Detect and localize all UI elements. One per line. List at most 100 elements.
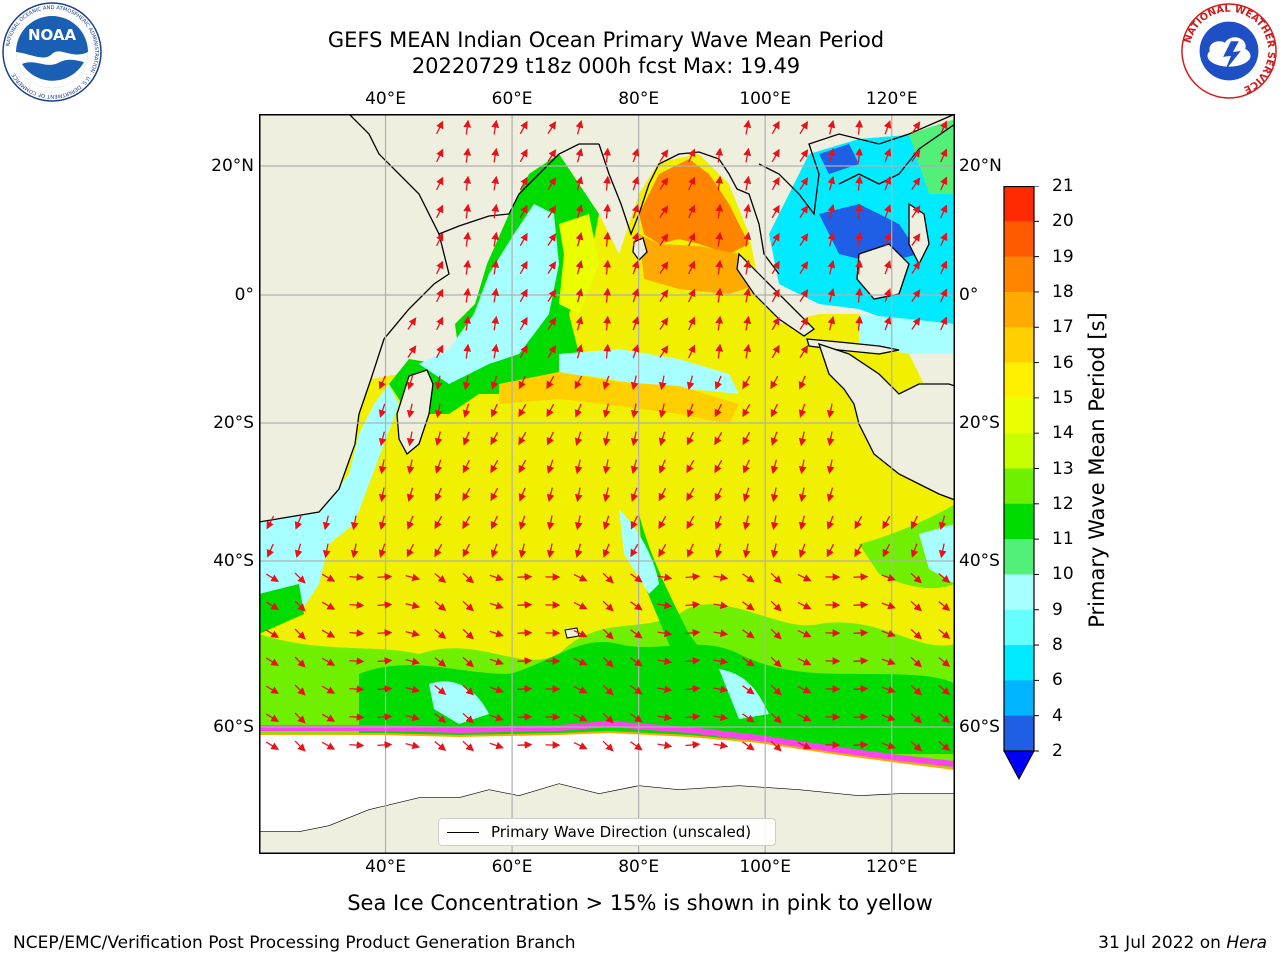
colorbar-tick-label: 20 (1052, 211, 1074, 232)
wave-arrow (266, 515, 275, 530)
wave-arrow (827, 287, 836, 303)
wave-arrow (436, 232, 444, 247)
wave-arrow (603, 343, 612, 359)
wave-arrow (573, 602, 588, 610)
wave-arrow (406, 375, 415, 391)
wave-arrow (321, 601, 336, 610)
colorbar-tick-label: 8 (1052, 635, 1063, 656)
wave-arrow (799, 233, 809, 246)
wave-arrow (685, 656, 701, 665)
wave-arrow (436, 316, 444, 331)
wave-arrow (434, 515, 443, 530)
wave-arrow (686, 487, 695, 502)
wave-arrow (715, 343, 724, 359)
wave-arrow (686, 403, 695, 418)
wave-arrow (602, 459, 611, 475)
colorbar-tick-label: 2 (1052, 741, 1063, 761)
wave-arrow (938, 741, 951, 751)
wave-arrow (853, 573, 869, 581)
wave-arrow (771, 316, 780, 331)
legend-line-sample (447, 832, 479, 833)
wave-arrow (686, 543, 694, 558)
wave-arrow (519, 204, 528, 219)
wave-arrow (602, 543, 610, 558)
wave-arrow (742, 403, 751, 418)
wave-arrow (882, 543, 891, 558)
lon-label-top: 80°E (618, 89, 660, 109)
wave-arrow (630, 741, 643, 751)
wave-arrow (491, 315, 500, 331)
wave-arrow (940, 232, 948, 247)
wave-arrow (321, 573, 336, 582)
wave-arrow (265, 685, 280, 694)
wave-arrow (685, 712, 701, 721)
wave-arrow (940, 176, 948, 191)
wave-arrow (603, 147, 612, 163)
wave-arrow (685, 628, 701, 637)
wave-arrow (770, 572, 782, 584)
wave-arrow (798, 459, 807, 475)
wave-arrow (940, 260, 948, 275)
wave-arrow (770, 515, 779, 531)
wave-arrow (378, 375, 386, 390)
madagascar (396, 369, 434, 456)
wave-arrow (797, 574, 812, 582)
wave-arrow (743, 343, 752, 359)
wave-arrow (688, 316, 696, 331)
wave-arrow (630, 459, 639, 475)
graticule (259, 114, 955, 854)
wave-arrow (602, 515, 611, 531)
wave-arrow (771, 260, 780, 275)
wave-arrow (770, 459, 779, 475)
wave-arrow (938, 713, 951, 723)
wave-arrow (771, 204, 780, 219)
wave-arrow (630, 431, 639, 447)
wave-arrow (406, 403, 415, 419)
lat-label-left: 40°S (213, 551, 254, 571)
wave-arrow (377, 628, 393, 637)
wave-arrow (517, 713, 533, 721)
wave-arrow (881, 601, 896, 610)
wave-arrow (657, 741, 673, 750)
wave-arrow (602, 487, 611, 503)
lat-label-right: 60°S (959, 717, 1000, 737)
footer-date: 31 Jul 2022 on Hera (1098, 932, 1267, 954)
wave-arrow (573, 658, 588, 666)
wave-arrow (715, 315, 724, 331)
wave-arrow (910, 740, 922, 752)
wave-arrow (517, 573, 533, 581)
wave-arrow (517, 685, 533, 693)
wave-arrow (742, 601, 755, 611)
wave-arrow (491, 287, 500, 303)
wave-arrow (575, 231, 584, 247)
wave-arrow (827, 203, 836, 219)
wave-arrow (798, 543, 807, 558)
wave-arrow (517, 629, 533, 637)
wave-arrow (688, 260, 696, 275)
wave-arrow (265, 713, 280, 722)
wave-arrow (826, 459, 835, 475)
wave-arrow (686, 459, 695, 474)
wave-arrow (378, 403, 387, 418)
wave-arrow (797, 686, 812, 694)
chart-title: GEFS MEAN Indian Ocean Primary Wave Mean… (327, 28, 885, 52)
lat-label-left: 0° (234, 285, 254, 305)
wave-arrow (659, 149, 669, 162)
wave-arrow (713, 741, 729, 750)
wave-arrow (519, 232, 528, 247)
wave-arrow (659, 261, 669, 274)
wave-arrow (491, 343, 500, 359)
wave-arrow (434, 403, 443, 419)
wave-arrow (714, 515, 723, 530)
colorbar-tick-label: 10 (1052, 564, 1074, 585)
wave-arrow (518, 515, 527, 531)
wave-arrow (659, 205, 669, 218)
wave-arrow (603, 203, 612, 219)
wave-arrow (602, 684, 614, 696)
wave-arrow (659, 233, 669, 246)
wave-arrow (940, 120, 948, 135)
wave-arrow (742, 657, 755, 667)
lat-label-right: 40°S (959, 551, 1000, 571)
wave-arrow (378, 543, 387, 558)
wave-arrow (770, 431, 779, 446)
